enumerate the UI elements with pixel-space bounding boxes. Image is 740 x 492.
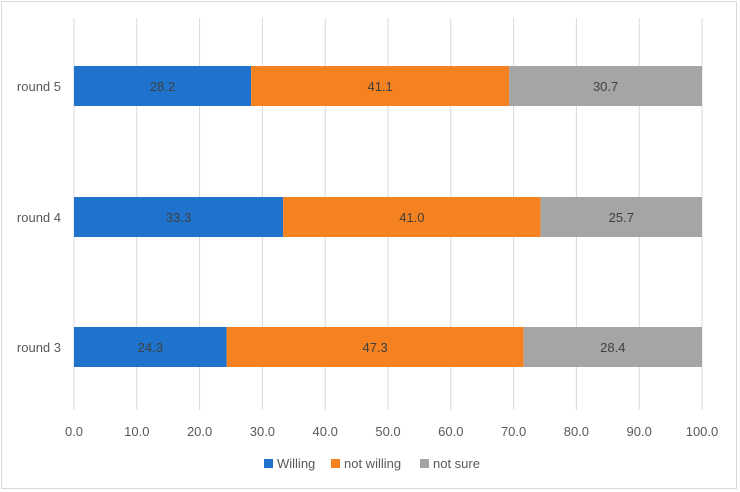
x-axis-tick-labels: 0.0 10.0 20.0 30.0 40.0 50.0 60.0 70.0 80.0 90.0 1… <box>65 424 718 439</box>
x-tick-label: 60.0 <box>438 424 463 439</box>
x-tick-label: 70.0 <box>501 424 526 439</box>
y-category-label: round 3 <box>17 340 61 355</box>
data-label-not-sure: 30.7 <box>593 79 618 94</box>
x-tick-label: 100.0 <box>686 424 719 439</box>
bar-not-sure-round-4 <box>540 197 702 237</box>
bar-willing-round-5 <box>74 66 252 106</box>
legend-swatch-willing <box>264 459 273 468</box>
data-label-not-sure: 25.7 <box>609 210 634 225</box>
bar-not-willing-round-5 <box>251 66 510 106</box>
data-label-willing: 24.3 <box>138 340 163 355</box>
x-tick-label: 50.0 <box>375 424 400 439</box>
y-category-label: round 4 <box>17 210 61 225</box>
x-tick-label: 40.0 <box>313 424 338 439</box>
x-tick-label: 90.0 <box>627 424 652 439</box>
y-axis-category-labels: round 5 round 4 round 3 <box>17 79 61 355</box>
bar-willing-round-3 <box>74 327 227 367</box>
legend: Willing not willing not sure <box>264 456 480 471</box>
y-category-label: round 5 <box>17 79 61 94</box>
data-label-willing: 33.3 <box>166 210 191 225</box>
x-tick-label: 10.0 <box>124 424 149 439</box>
x-tick-label: 30.0 <box>250 424 275 439</box>
x-tick-label: 80.0 <box>564 424 589 439</box>
legend-swatch-not-sure <box>420 459 429 468</box>
data-label-not-willing: 41.1 <box>367 79 392 94</box>
legend-label-not-willing: not willing <box>344 456 401 471</box>
bar-willing-round-4 <box>74 197 284 237</box>
bar-not-sure-round-5 <box>509 66 702 106</box>
data-label-not-willing: 47.3 <box>362 340 387 355</box>
x-tick-label: 20.0 <box>187 424 212 439</box>
data-label-not-sure: 28.4 <box>600 340 625 355</box>
data-label-not-willing: 41.0 <box>399 210 424 225</box>
bar-not-willing-round-4 <box>283 197 541 237</box>
bars <box>74 66 702 367</box>
x-tick-label: 0.0 <box>65 424 83 439</box>
data-label-willing: 28.2 <box>150 79 175 94</box>
legend-swatch-not-willing <box>331 459 340 468</box>
data-labels: 28.2 41.1 30.7 33.3 41.0 25.7 24.3 47.3 28.4 <box>138 79 634 355</box>
legend-label-willing: Willing <box>277 456 315 471</box>
bar-not-sure-round-3 <box>523 327 702 367</box>
bar-not-willing-round-3 <box>226 327 524 367</box>
legend-label-not-sure: not sure <box>433 456 480 471</box>
